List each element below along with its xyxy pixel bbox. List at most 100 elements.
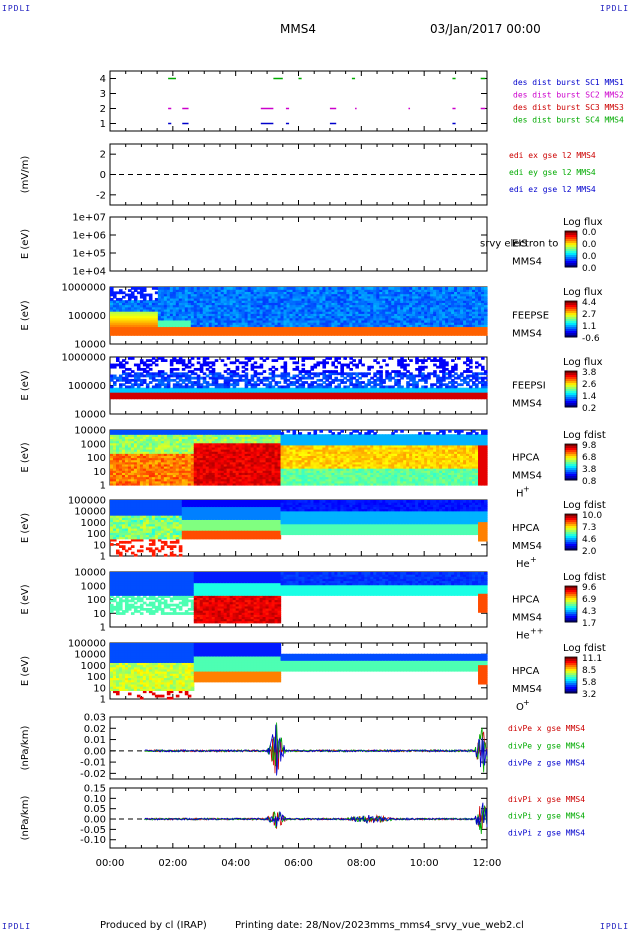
spectrogram-cell (310, 311, 315, 314)
spectrogram-cell (193, 333, 198, 336)
spectrogram-cell (448, 308, 452, 312)
spectrogram-cell (112, 304, 117, 308)
spectrogram-cell (289, 333, 294, 336)
spectrogram-cell (352, 311, 356, 314)
spectrogram-cell (223, 326, 228, 330)
spectrogram-cell (358, 293, 362, 297)
spectrogram-cell (187, 289, 192, 292)
spectrogram-cell (388, 317, 392, 321)
spectrogram-cell (163, 324, 168, 328)
spectrogram-cell (451, 295, 455, 299)
spectrogram-cell (439, 322, 443, 325)
spectrogram-cell (214, 322, 219, 325)
spectrogram-cell (265, 328, 270, 332)
spectrogram-cell (307, 304, 312, 308)
spectrogram-cell (202, 295, 207, 299)
spectrogram-cell (211, 293, 216, 297)
spectrogram-cell (178, 328, 183, 332)
spectrogram-cell (436, 304, 440, 308)
spectrogram-cell (250, 322, 255, 325)
spectrogram-cell (346, 289, 350, 292)
spectrogram-cell (457, 300, 461, 303)
spectrogram-cell (145, 333, 150, 336)
spectrogram-cell (358, 322, 362, 325)
spectrogram-cell (289, 295, 294, 299)
spectrogram-cell (394, 295, 398, 299)
spectrogram-cell (241, 315, 246, 319)
spectrogram-cell (139, 289, 144, 292)
spectrogram-cell (388, 319, 392, 323)
spectrogram-cell (292, 333, 297, 336)
spectrogram-cell (235, 333, 240, 336)
spectrogram-cell (244, 313, 249, 317)
spectrogram-cell (451, 308, 455, 312)
spectrogram-cell (178, 319, 183, 323)
spectrogram-cell (184, 313, 189, 317)
spectrogram-cell (148, 295, 153, 299)
spectrogram-cell (412, 300, 416, 303)
spectrogram-cell (436, 328, 440, 332)
spectrogram-cell (241, 289, 246, 292)
spectrogram-cell (166, 297, 171, 301)
spectrogram-cell (253, 333, 258, 336)
spectrogram-cell (187, 311, 192, 314)
spectrogram-cell (415, 308, 419, 312)
spectrogram-cell (439, 293, 443, 297)
spectrogram-cell (220, 317, 225, 321)
spectrogram-cell (367, 302, 371, 306)
instrument-label-feeps-ion: FEEPSI (512, 380, 546, 391)
spectrogram-cell (190, 291, 195, 295)
spectrogram-cell (433, 317, 437, 321)
spectrogram-cell (247, 306, 252, 310)
spectrogram-cell (451, 302, 455, 306)
spectrogram-cell (244, 367, 249, 371)
spectrogram-cell (121, 304, 126, 308)
spectrogram-cell (484, 370, 488, 373)
spectrogram-cell (244, 308, 249, 312)
spectrogram-cell (211, 333, 216, 336)
spectrogram-cell (379, 295, 383, 299)
spectrogram-cell (397, 308, 401, 312)
spectrogram-cell (217, 291, 222, 295)
spectrogram-cell (145, 300, 150, 303)
spectrogram-cell (172, 322, 177, 325)
spectrogram-cell (166, 313, 171, 317)
spectrogram-cell (277, 333, 282, 336)
spectrogram-cell (190, 330, 195, 334)
spectrogram-cell (286, 306, 291, 310)
spectrogram-cell (277, 381, 282, 384)
spectrogram-cell (292, 326, 297, 330)
spectrogram-cell (211, 311, 216, 314)
spectrogram-cell (400, 300, 404, 303)
spectrogram-cell (448, 302, 452, 306)
spectrogram-cell (190, 308, 195, 312)
spectrogram-cell (154, 319, 159, 323)
spectrogram-cell (307, 333, 312, 336)
spectrogram-cell (355, 324, 359, 328)
spectrogram-cell (262, 289, 267, 292)
spectrogram-cell (208, 297, 213, 301)
spectrogram-cell (298, 324, 303, 328)
spectrogram-cell (424, 313, 428, 317)
spectrogram-cell (445, 300, 449, 303)
spectrogram-cell (349, 302, 353, 306)
spectrogram-cell (112, 306, 117, 310)
spectrogram-cell (226, 287, 231, 290)
spectrogram-cell (211, 291, 216, 295)
spectrogram-cell (295, 306, 300, 310)
spectrogram-cell (217, 313, 222, 317)
spectrogram-cell (310, 330, 315, 334)
spectrogram-cell (421, 297, 425, 301)
spectrogram-cell (304, 322, 309, 325)
spectrogram-cell (157, 328, 162, 332)
spectrogram-cell (178, 317, 183, 321)
spectrogram-cell (340, 289, 344, 292)
spectrogram-cell (238, 330, 243, 334)
spectrogram-cell (169, 326, 174, 330)
spectrogram-cell (130, 326, 135, 330)
spectrogram-cell (268, 295, 273, 299)
y-tick-label: 100 (87, 453, 106, 464)
spectrogram-cell (217, 297, 222, 301)
spectrogram-cell (370, 311, 374, 314)
spectrogram-cell (241, 302, 246, 306)
